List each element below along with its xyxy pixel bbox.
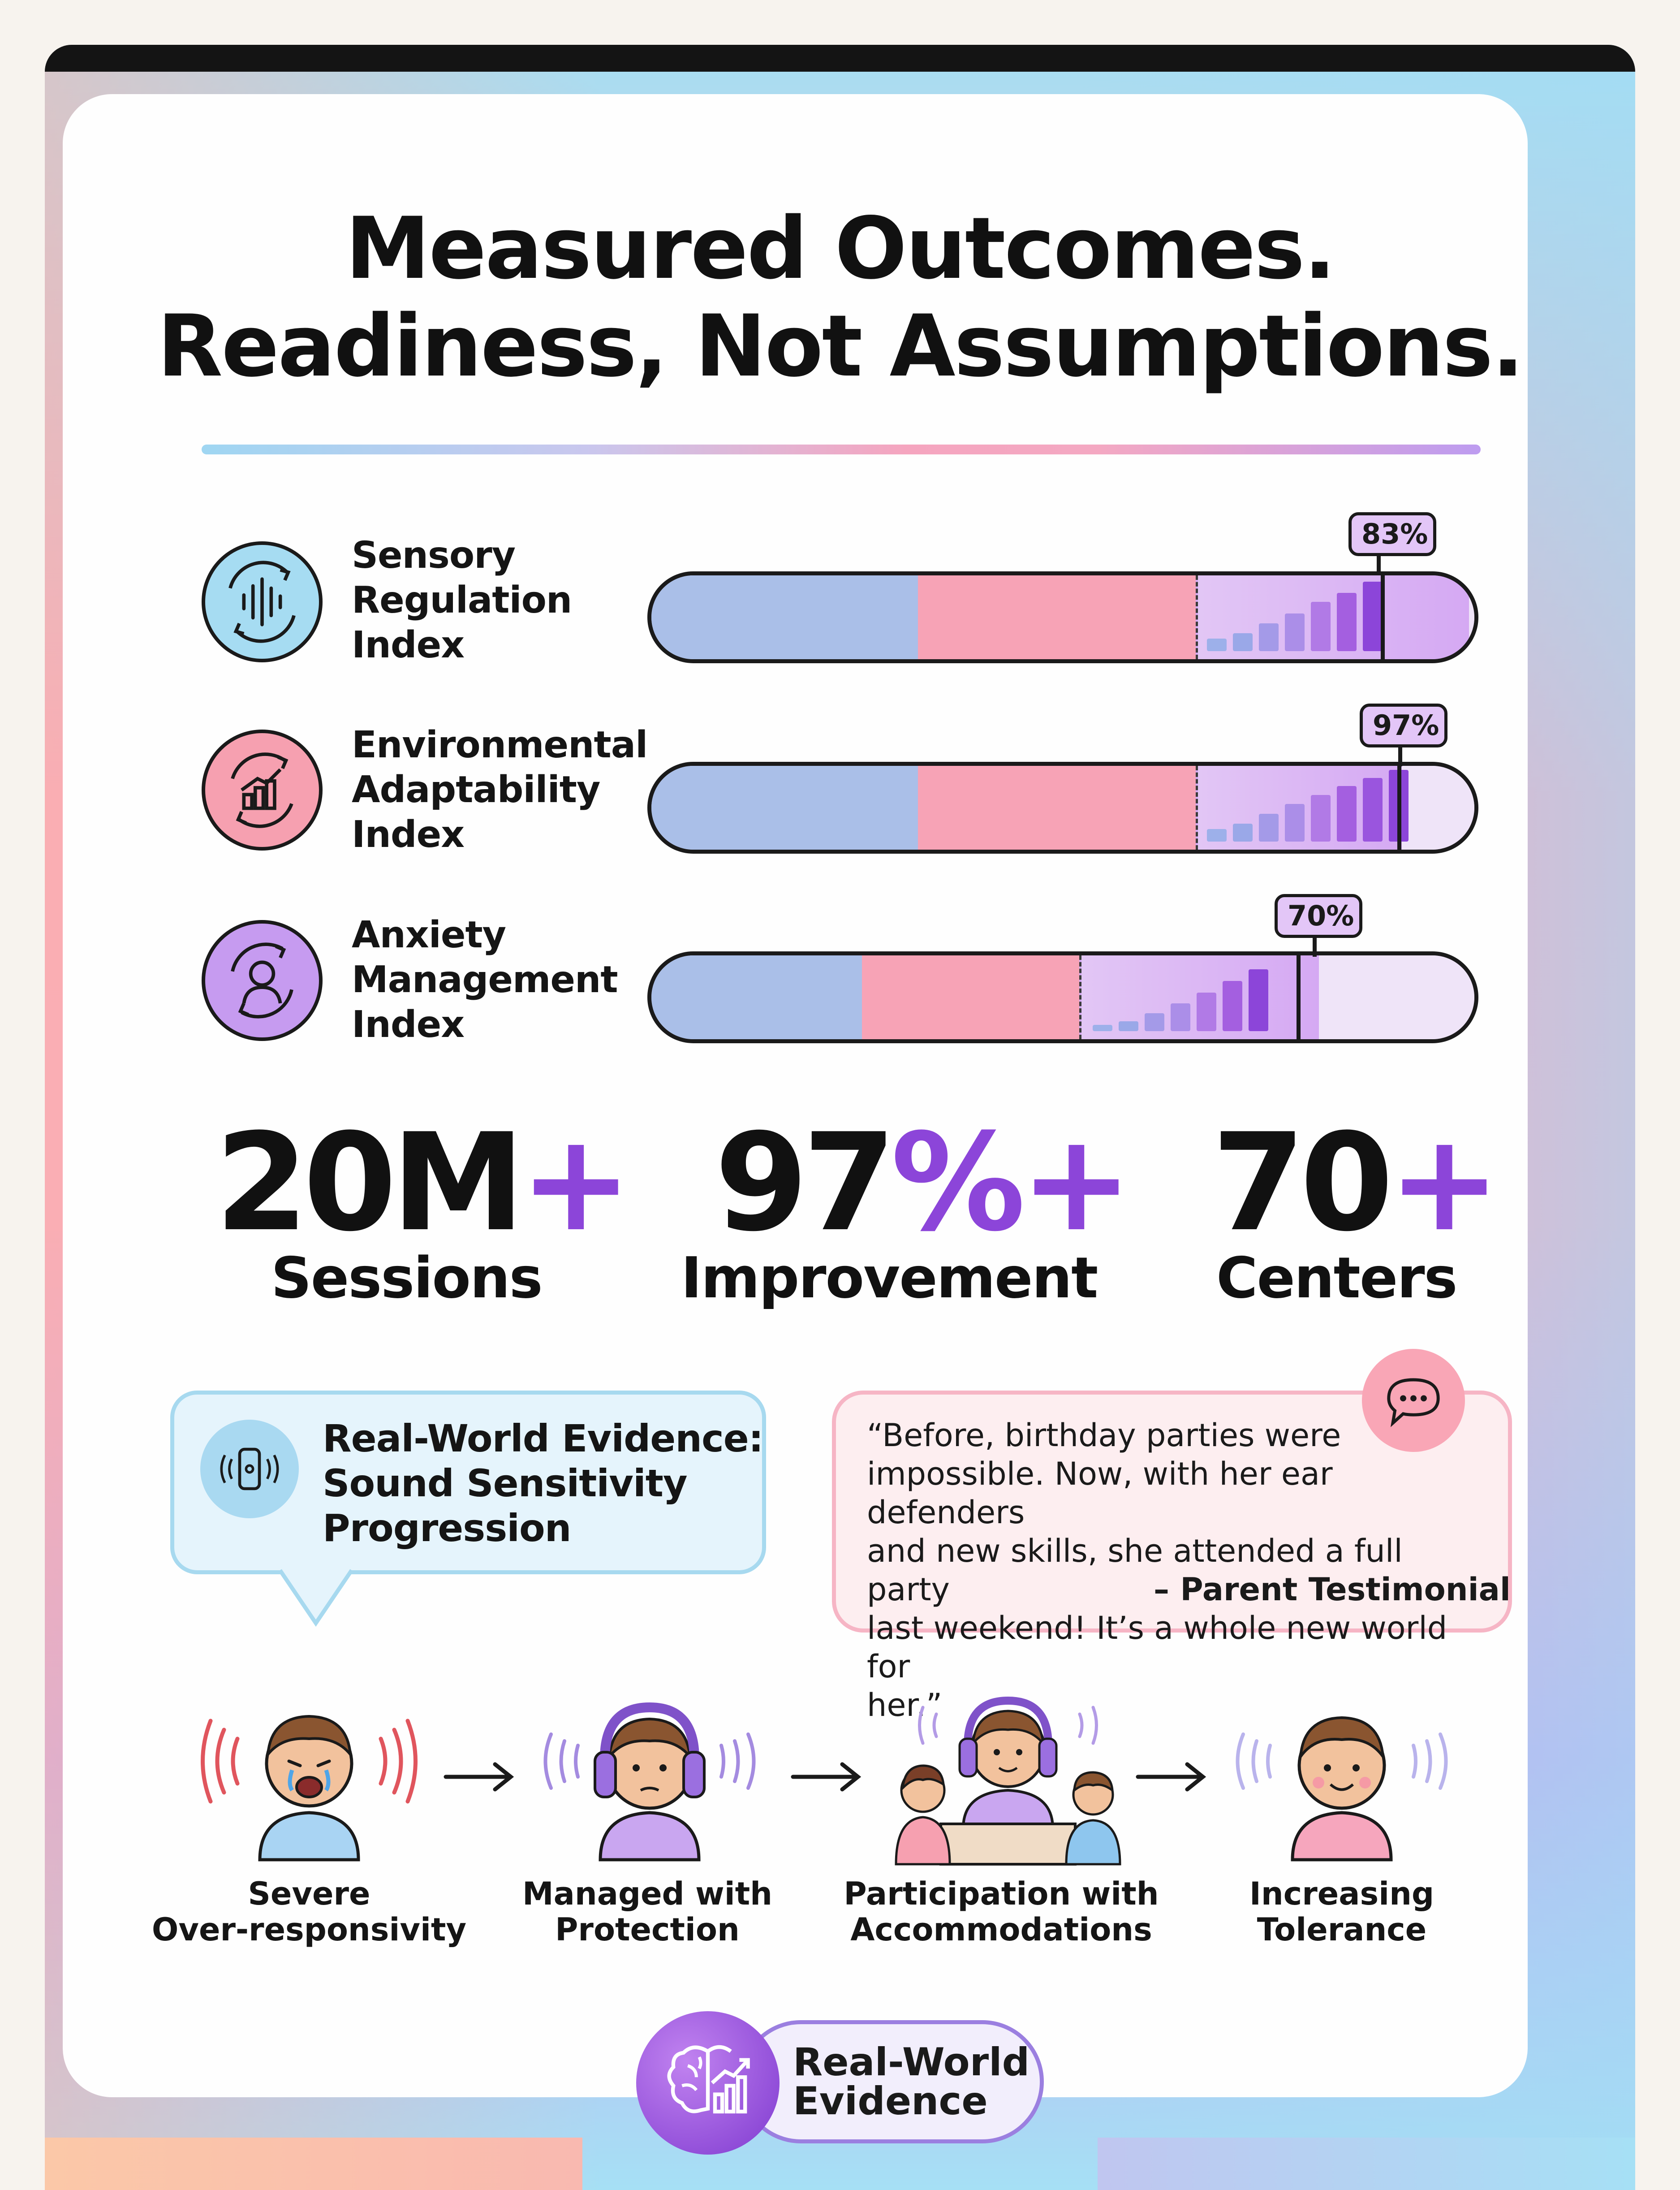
metric-label-line: Environmental: [352, 724, 648, 766]
metric-marker: [1381, 575, 1385, 659]
metric-label-line: Index: [352, 813, 465, 856]
child-headphones-icon: [543, 1702, 756, 1862]
tag-stem: [1377, 553, 1381, 575]
page-title-line-2: Readiness, Not Assumptions.: [157, 297, 1524, 396]
metric-label-line: Regulation: [352, 579, 572, 622]
speech-bubble-icon: [1362, 1349, 1465, 1452]
badge-label-line: Evidence: [793, 2079, 988, 2124]
metric-value-tag: 83%: [1348, 512, 1436, 556]
testimonial-text: “Before, birthday parties were impossibl…: [867, 1417, 1447, 1723]
sound-wave-cycle-icon: [202, 541, 323, 662]
metric-value-tag: 70%: [1275, 894, 1362, 938]
tag-stem: [1398, 744, 1402, 766]
metric-value-tag: 97%: [1360, 704, 1447, 747]
step-label-line: Increasing: [1249, 1875, 1434, 1912]
badge-label-line: Real-World: [793, 2040, 1030, 2085]
step-label-line: Tolerance: [1257, 1911, 1427, 1948]
arrow-right-icon: [1136, 1762, 1206, 1792]
sound-device-icon: [200, 1420, 299, 1518]
growth-chart-icon: [202, 730, 323, 851]
testimonial-attribution: – Parent Testimonial: [1154, 1571, 1511, 1608]
step-label-line: Protection: [555, 1911, 740, 1948]
evidence-title-line: Sound Sensitivity: [323, 1461, 688, 1505]
step-label-line: Managed with: [522, 1875, 772, 1912]
stat-number: 70+: [1212, 1105, 1501, 1261]
metric-label-line: Anxiety: [352, 914, 506, 956]
arrow-right-icon: [791, 1762, 862, 1792]
evidence-title-line: Progression: [323, 1506, 572, 1550]
evidence-title-line: Real-World Evidence:: [323, 1417, 763, 1460]
metric-label-line: Management: [352, 959, 618, 1001]
frame-top-edge: [45, 45, 1635, 72]
metric-marker: [1297, 955, 1301, 1039]
step-label-line: Participation with: [844, 1875, 1159, 1912]
metric-label-line: Index: [352, 1003, 465, 1046]
metric-bar: [647, 951, 1478, 1043]
group-headphones-icon: [895, 1696, 1121, 1866]
callout-pointer: [278, 1569, 353, 1627]
metric-bar: [647, 571, 1478, 663]
page-title-line-1: Measured Outcomes.: [345, 199, 1336, 298]
metric-label-line: Index: [352, 624, 465, 666]
metric-marker: [1397, 766, 1401, 850]
person-cycle-icon: [202, 920, 323, 1041]
step-label-line: Accommodations: [850, 1911, 1152, 1948]
metric-label-line: Adaptability: [352, 769, 600, 811]
arrow-right-icon: [444, 1762, 514, 1792]
step-label-line: Severe: [248, 1875, 370, 1912]
stat-number: 97%+: [715, 1105, 1133, 1261]
title-divider: [202, 445, 1481, 454]
stat-label: Improvement: [681, 1245, 1098, 1311]
frame-bottom-right: [1098, 2138, 1635, 2190]
metric-bar: [647, 762, 1478, 854]
stat-label: Sessions: [271, 1245, 543, 1311]
brain-chart-icon: [636, 2011, 780, 2155]
happy-child-icon: [1236, 1716, 1448, 1862]
stat-label: Centers: [1216, 1245, 1457, 1311]
step-label-line: Over-responsivity: [151, 1911, 467, 1948]
tag-stem: [1313, 934, 1317, 957]
evidence-badge: [739, 2020, 1044, 2143]
frame-bottom-left: [45, 2138, 582, 2190]
stat-number: 20M+: [215, 1105, 632, 1261]
metric-label-line: Sensory: [352, 534, 516, 577]
distressed-child-icon: [201, 1715, 418, 1862]
